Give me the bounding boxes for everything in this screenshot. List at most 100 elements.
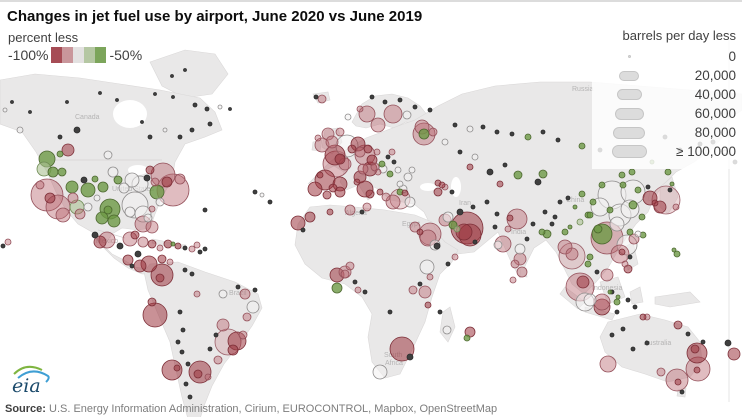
airport-bubble <box>56 150 64 158</box>
airport-bubble <box>44 192 56 204</box>
airport-bubble <box>207 121 213 127</box>
airport-bubble <box>202 246 208 252</box>
airport-bubble <box>182 267 188 273</box>
size-legend: barrels per day less 0 20,000 40,000 60,000… <box>592 24 742 169</box>
airport-bubble <box>514 243 526 255</box>
size-legend-value: 80,000 <box>694 125 736 140</box>
airport-bubble <box>177 134 183 140</box>
airport-bubble <box>651 199 659 207</box>
airport-bubble <box>239 288 251 300</box>
airport-bubble <box>91 175 99 183</box>
airport-bubble <box>97 181 109 193</box>
size-legend-row: 20,000 <box>596 66 736 85</box>
airport-bubble <box>145 165 155 175</box>
airport-bubble <box>170 74 174 78</box>
airport-bubble <box>147 134 153 140</box>
airport-bubble <box>218 289 228 299</box>
airport-bubble <box>408 285 418 295</box>
airport-bubble <box>162 127 168 133</box>
airport-bubble <box>356 105 364 113</box>
airport-bubble <box>329 267 345 283</box>
airport-bubble <box>202 207 208 213</box>
airport-bubble <box>166 258 174 266</box>
airport-bubble <box>679 389 685 395</box>
size-legend-value: 60,000 <box>694 106 736 121</box>
airport-bubble <box>130 230 140 240</box>
airport-bubble <box>412 104 418 110</box>
country-label: Africa <box>385 360 403 367</box>
airport-bubble <box>157 254 167 264</box>
airport-bubble <box>584 260 592 268</box>
airport-bubble <box>621 260 629 268</box>
size-legend-value: 20,000 <box>694 68 736 83</box>
source-note: Source: U.S. Energy Information Administ… <box>5 403 497 415</box>
airport-bubble <box>442 325 452 335</box>
airport-bubble <box>385 154 391 160</box>
country-label: Russia <box>572 86 594 93</box>
airport-bubble <box>628 168 636 176</box>
airport-bubble <box>10 100 14 104</box>
airport-bubble <box>183 381 189 387</box>
airport-bubble <box>656 367 666 377</box>
airport-bubble <box>107 166 119 178</box>
airport-bubble <box>628 200 638 210</box>
airport-bubble <box>470 204 476 210</box>
airport-bubble <box>180 327 186 333</box>
size-legend-row: 40,000 <box>596 85 736 104</box>
airport-bubble <box>325 135 339 149</box>
color-swatch <box>51 47 63 63</box>
airport-bubble <box>452 122 458 128</box>
airport-bubble <box>204 106 210 112</box>
airport-bubble <box>561 228 569 236</box>
airport-bubble <box>671 247 677 253</box>
airport-bubble <box>359 209 365 215</box>
airport-bubble <box>321 127 335 141</box>
airport-bubble <box>328 183 338 193</box>
airport-bubble <box>374 168 382 176</box>
airport-bubble <box>466 163 474 171</box>
airport-bubble <box>67 192 79 204</box>
airport-bubble <box>572 204 578 210</box>
airport-bubble <box>137 236 149 248</box>
country-label: Iran <box>459 200 471 207</box>
airport-bubble <box>502 162 508 168</box>
size-legend-row: 0 <box>596 47 736 66</box>
airport-bubble <box>494 129 500 135</box>
airport-bubble <box>366 154 378 166</box>
airport-bubble <box>213 355 223 365</box>
airport-bubble <box>401 189 409 197</box>
airport-bubble <box>16 126 24 134</box>
airport-bubble <box>174 173 186 185</box>
airport-bubble <box>664 168 672 176</box>
land-africa <box>294 204 459 379</box>
airport-bubble <box>424 301 432 309</box>
airport-bubble <box>149 184 165 200</box>
airport-bubble <box>727 347 741 361</box>
airport-bubble <box>437 309 443 315</box>
airport-bubble <box>362 202 372 212</box>
airport-bubble <box>463 334 471 342</box>
airport-bubble <box>326 208 334 216</box>
airport-bubble <box>589 198 597 206</box>
airport-bubble <box>396 180 404 188</box>
airport-bubble <box>615 294 621 300</box>
country-label: Algeria <box>345 210 367 217</box>
airport-bubble <box>619 181 627 189</box>
airport-bubble <box>558 242 586 270</box>
airport-bubble <box>578 190 586 198</box>
airport-bubble <box>317 94 327 104</box>
airport-bubble <box>445 261 451 267</box>
airport-bubble <box>496 180 504 188</box>
size-legend-row: 60,000 <box>596 104 736 123</box>
airport-bubble <box>673 320 683 330</box>
airport-bubble <box>557 199 563 205</box>
airport-bubble <box>193 290 201 298</box>
airport-bubble <box>124 172 140 188</box>
airport-bubble <box>594 269 600 275</box>
airport-bubble <box>65 100 69 104</box>
airport-bubble <box>586 253 594 261</box>
airport-bubble <box>634 186 642 194</box>
chart-title: Changes in jet fuel use by airport, June… <box>7 8 423 25</box>
land-madagascar <box>439 306 456 343</box>
airport-bubble <box>217 104 223 110</box>
